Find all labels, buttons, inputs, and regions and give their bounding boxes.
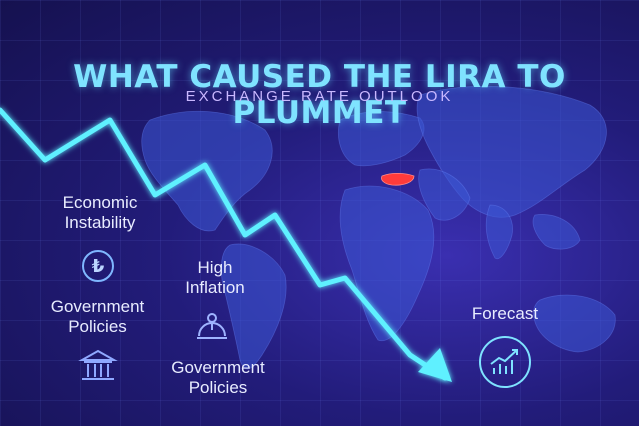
- government-policies-left-label: Government Policies: [50, 297, 145, 336]
- svg-text:₺: ₺: [92, 256, 105, 277]
- economic-instability-label: Economic Instability: [62, 193, 138, 232]
- inflation-gauge-icon: [193, 308, 231, 344]
- government-building-icon: [78, 348, 118, 384]
- forecast-label: Forecast: [471, 304, 539, 323]
- lira-coin-icon: ₺: [80, 248, 116, 284]
- government-policies-center-label: Government Policies: [171, 358, 265, 397]
- page-title: WHAT CAUSED THE LIRA TO PLUMMET: [73, 58, 566, 131]
- turkey-highlight: [381, 172, 415, 186]
- page-subtitle: EXCHANGE RATE OUTLOOK: [185, 88, 454, 105]
- high-inflation-label: High Inflation: [185, 258, 245, 297]
- rising-chart-icon: [477, 334, 533, 390]
